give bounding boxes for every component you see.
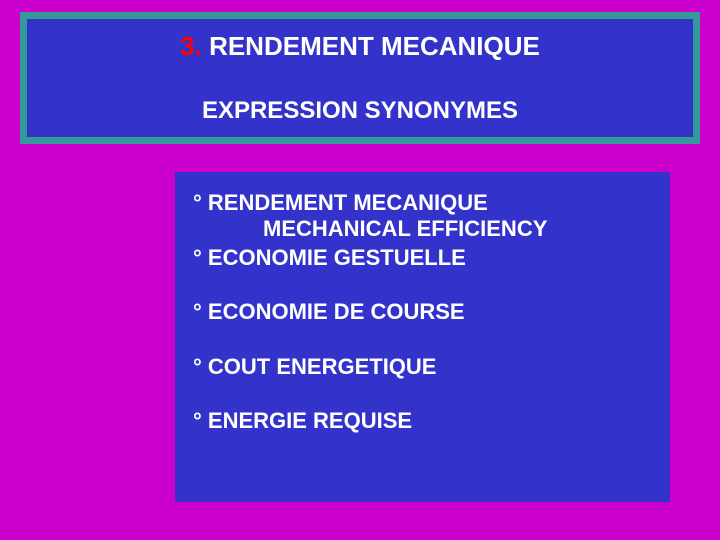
list-item: ° ENERGIE REQUISE — [193, 408, 652, 434]
list-item: ° RENDEMENT MECANIQUE — [193, 190, 652, 216]
slide-title: 3. RENDEMENT MECANIQUE — [27, 31, 693, 62]
list-item: ° COUT ENERGETIQUE — [193, 354, 652, 380]
content-box: ° RENDEMENT MECANIQUE MECHANICAL EFFICIE… — [175, 172, 670, 502]
title-number: 3. — [180, 31, 202, 61]
list-item: ° ECONOMIE GESTUELLE — [193, 245, 652, 271]
slide-subtitle: EXPRESSION SYNONYMES — [27, 97, 693, 125]
title-box: 3. RENDEMENT MECANIQUE EXPRESSION SYNONY… — [20, 12, 700, 144]
list-item: ° ECONOMIE DE COURSE — [193, 299, 652, 325]
list-item-sublabel: MECHANICAL EFFICIENCY — [193, 216, 652, 242]
title-text: RENDEMENT MECANIQUE — [209, 31, 540, 61]
